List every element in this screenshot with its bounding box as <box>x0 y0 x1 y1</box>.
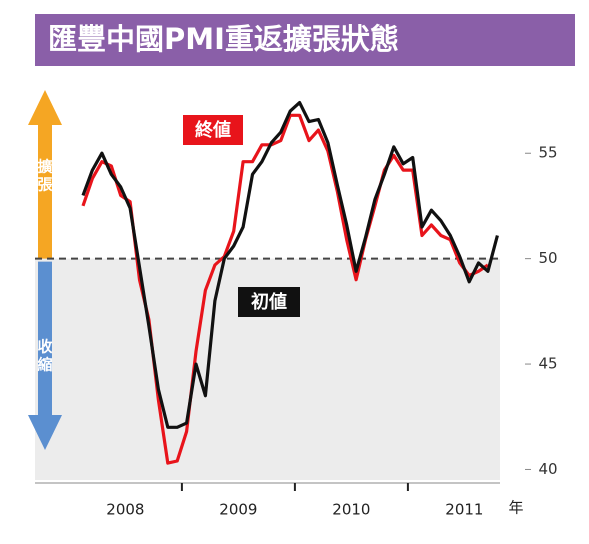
expansion-arrow <box>28 90 62 259</box>
x-tick-label: 2010 <box>332 501 370 519</box>
y-tick-label: 50 <box>538 249 557 267</box>
series-label: 終値 <box>195 119 231 141</box>
contraction-label-char: 縮 <box>37 355 52 373</box>
chart-title: 匯豐中國PMI重返擴張狀態 <box>48 22 399 56</box>
expansion-label: 擴張 <box>37 157 53 193</box>
series-line <box>81 101 499 429</box>
y-tick-label: 45 <box>538 355 557 373</box>
x-tick-label: 2009 <box>219 501 257 519</box>
series-label-box <box>183 115 243 145</box>
contraction-arrow <box>28 261 62 450</box>
contraction-label-char: 收 <box>37 337 52 355</box>
expansion-label-char: 張 <box>37 175 53 193</box>
series-label-box <box>238 287 300 317</box>
expansion-label-char: 擴 <box>37 157 52 175</box>
x-unit: 年 <box>508 499 523 517</box>
x-tick-label: 2011 <box>445 501 483 519</box>
title-bar <box>35 14 575 66</box>
y-tick-label: 55 <box>538 144 557 162</box>
contraction-label: 收縮 <box>37 337 52 373</box>
series-label: 初値 <box>251 291 287 313</box>
x-tick-label: 2008 <box>106 501 144 519</box>
y-tick-label: 40 <box>538 460 557 478</box>
